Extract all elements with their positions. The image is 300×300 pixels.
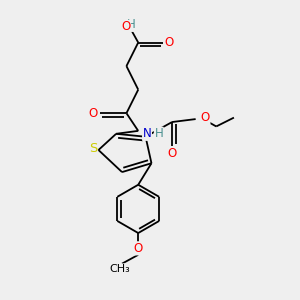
Text: H: H xyxy=(127,18,135,32)
Text: O: O xyxy=(167,147,177,160)
Text: H: H xyxy=(154,127,163,140)
Text: O: O xyxy=(201,111,210,124)
Text: CH₃: CH₃ xyxy=(109,264,130,274)
Text: O: O xyxy=(164,36,174,49)
Text: O: O xyxy=(134,242,143,255)
Text: S: S xyxy=(89,142,98,155)
Text: O: O xyxy=(121,20,130,33)
Text: O: O xyxy=(89,107,98,120)
Text: N: N xyxy=(142,127,152,140)
